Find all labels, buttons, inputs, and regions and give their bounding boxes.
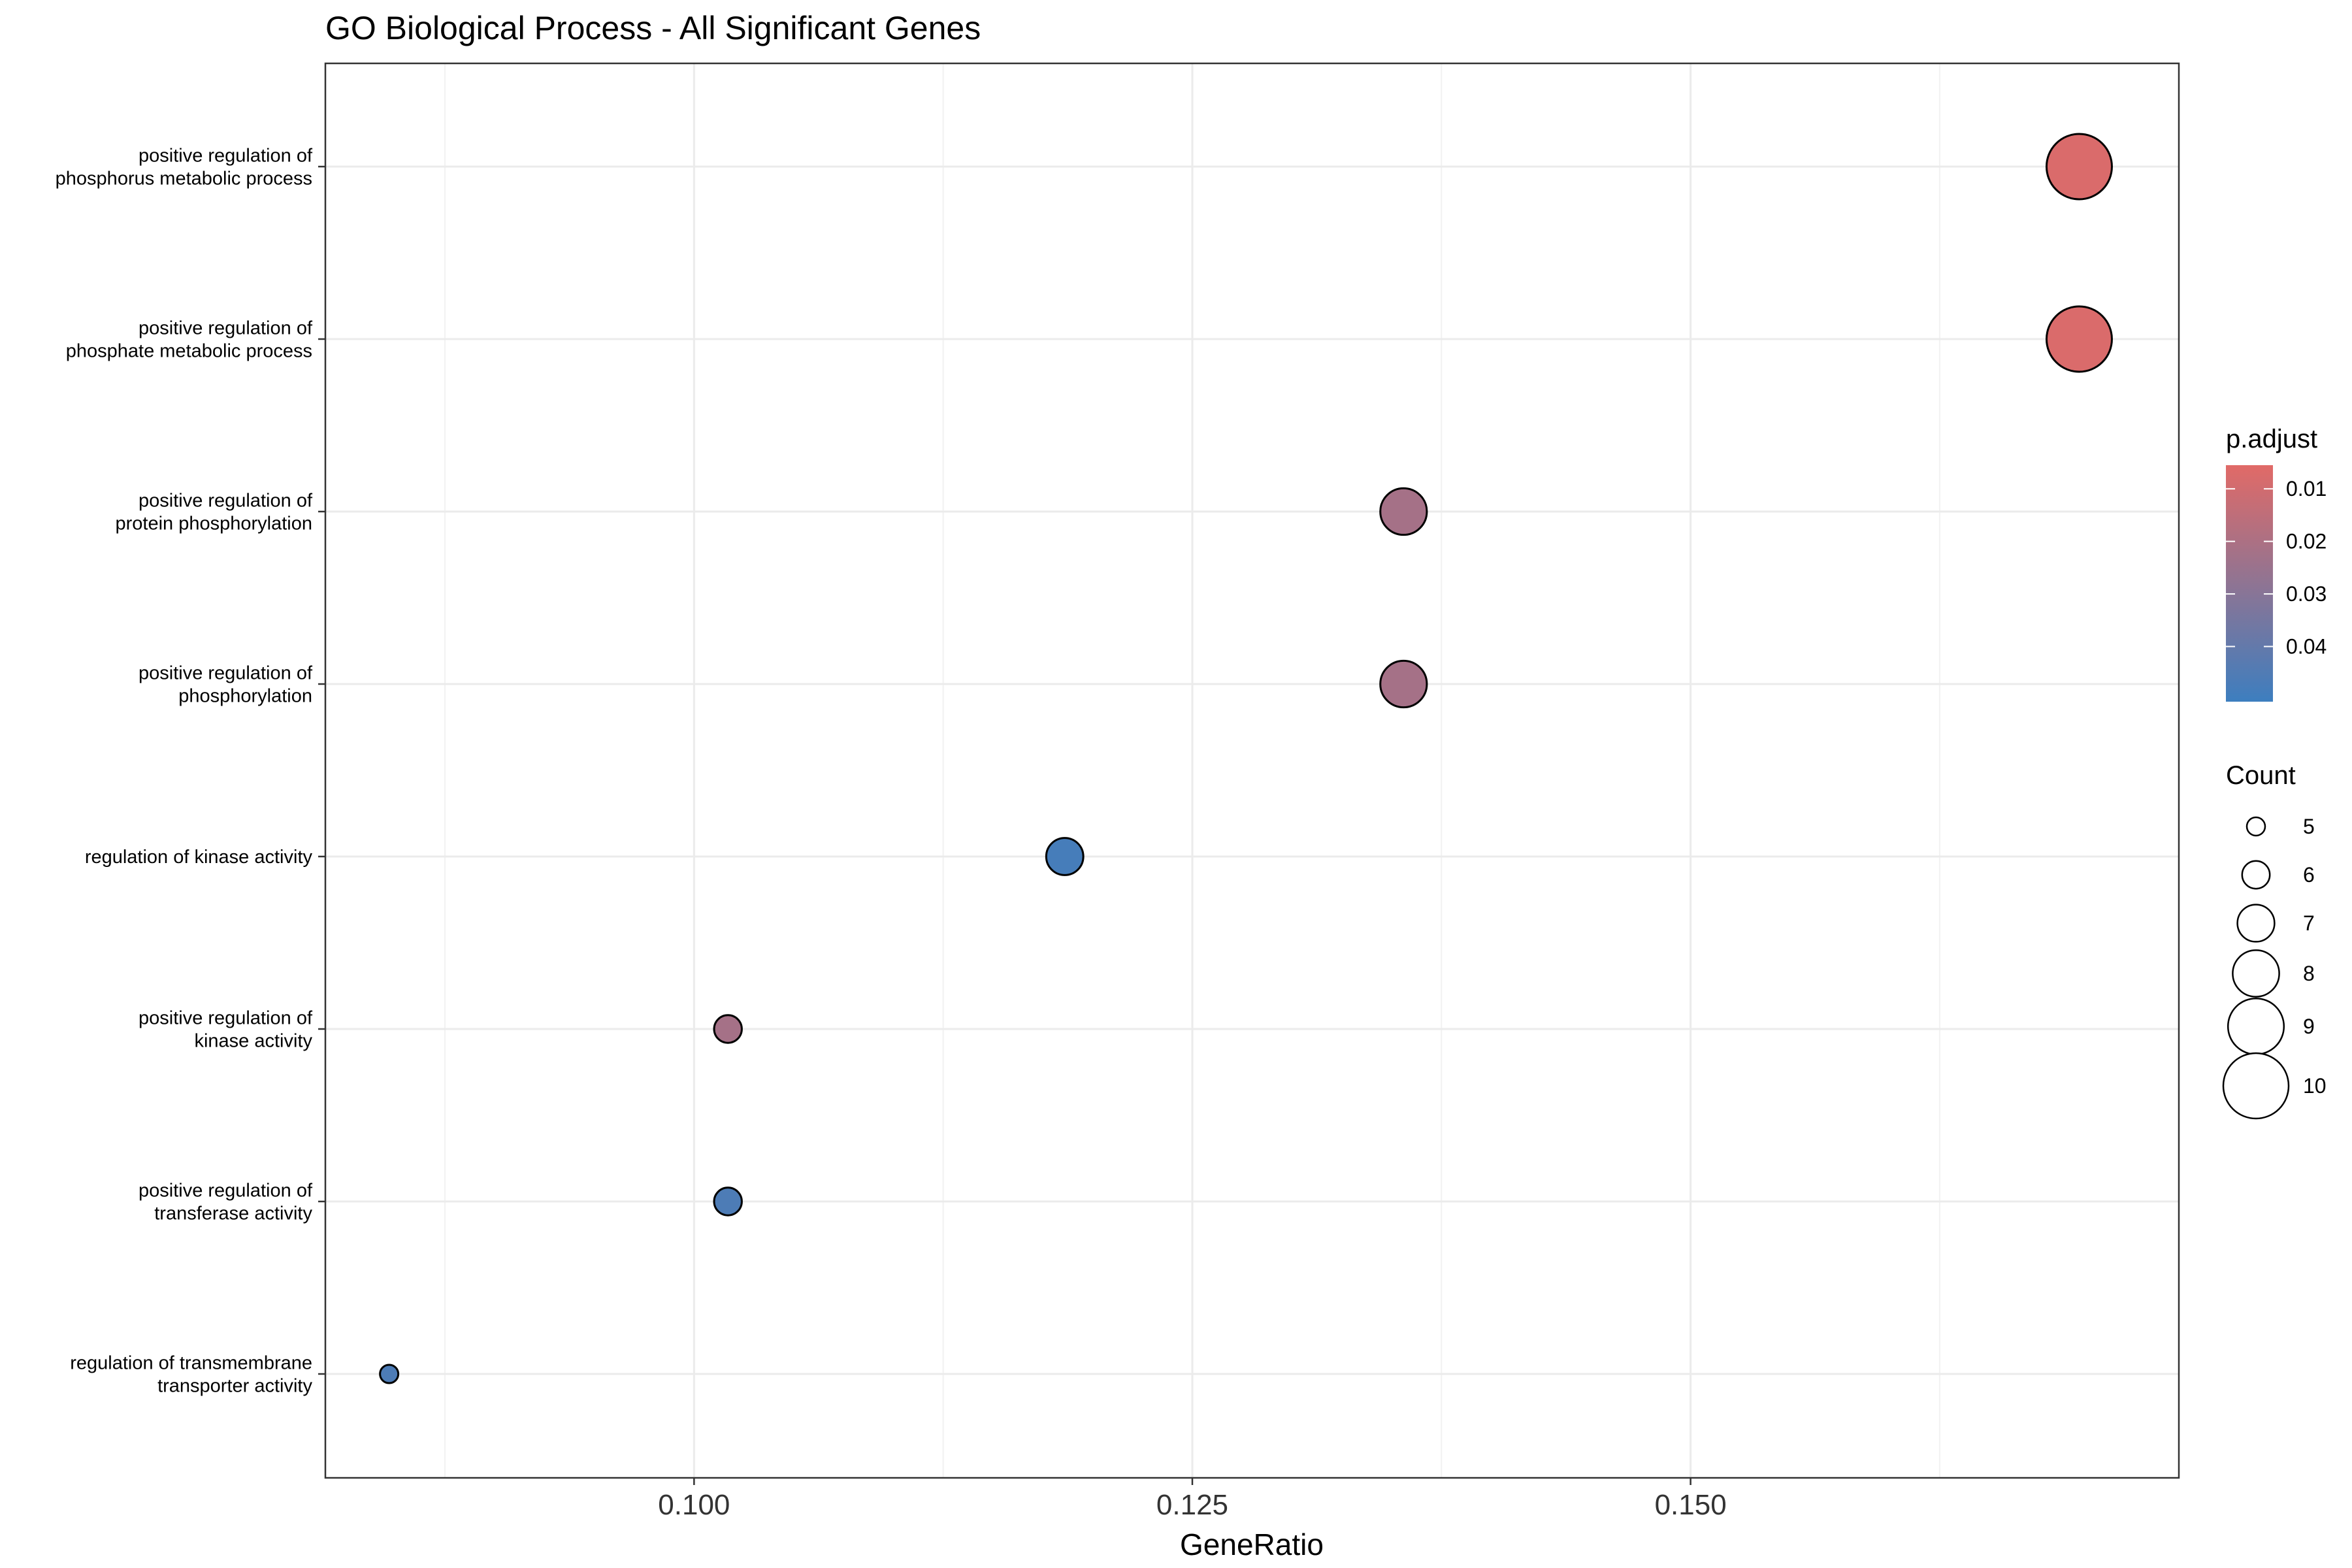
plot-background xyxy=(325,63,2179,1478)
data-point xyxy=(2045,305,2113,373)
size-legend-label: 8 xyxy=(2303,962,2315,985)
size-legend-label: 9 xyxy=(2303,1015,2315,1038)
y-category-label: phosphorylation xyxy=(178,686,312,707)
y-category-label: phosphate metabolic process xyxy=(66,341,312,362)
size-legend-label: 7 xyxy=(2303,911,2315,935)
y-category-label: positive regulation of xyxy=(139,1181,313,1201)
color-legend-tick-label: 0.04 xyxy=(2286,635,2327,659)
color-legend-ticks: 0.01 0.02 0.03 0.04 xyxy=(2226,477,2327,659)
grid-lines xyxy=(325,63,2179,1478)
y-category-label: kinase activity xyxy=(194,1031,312,1052)
data-point xyxy=(1379,487,1428,536)
size-legend-symbol xyxy=(2246,816,2266,837)
data-point xyxy=(2045,133,2113,201)
size-legend-symbol xyxy=(2241,860,2271,890)
data-point xyxy=(713,1186,743,1217)
size-legend-label: 6 xyxy=(2303,863,2315,887)
data-point xyxy=(1379,659,1428,709)
x-tick-label: 0.100 xyxy=(658,1489,730,1521)
color-legend-tick-label: 0.03 xyxy=(2286,582,2327,606)
color-legend: p.adjust 0.01 0.02 0.03 0.04 xyxy=(2226,425,2327,702)
y-category-label: regulation of transmembrane xyxy=(70,1353,312,1374)
size-legend-items: 5 6 7 8 9 10 xyxy=(2222,815,2327,1120)
data-point xyxy=(1045,837,1085,876)
x-axis-label: GeneRatio xyxy=(1180,1527,1324,1561)
y-category-label: positive regulation of xyxy=(139,663,313,684)
y-category-label: regulation of kinase activity xyxy=(85,847,313,868)
size-legend-label: 5 xyxy=(2303,815,2315,838)
color-legend-title: p.adjust xyxy=(2226,425,2317,453)
plot-border xyxy=(324,62,2180,1479)
data-point xyxy=(379,1364,400,1384)
data-point xyxy=(713,1014,743,1044)
y-category-label: transporter activity xyxy=(157,1376,312,1397)
y-category-label: phosphorus metabolic process xyxy=(56,169,312,189)
color-legend-tick-label: 0.02 xyxy=(2286,530,2327,553)
y-category-label: positive regulation of xyxy=(139,491,313,512)
size-legend-symbol xyxy=(2236,904,2276,943)
color-legend-bar xyxy=(2226,465,2273,702)
size-legend-symbol xyxy=(2222,1052,2290,1120)
y-category-label: protein phosphorylation xyxy=(116,514,312,534)
data-points xyxy=(379,133,2113,1384)
x-tick-label: 0.150 xyxy=(1655,1489,1727,1521)
y-category-label: transferase activity xyxy=(154,1203,312,1224)
x-tick-label: 0.125 xyxy=(1156,1489,1228,1521)
size-legend-label: 10 xyxy=(2303,1074,2327,1098)
y-category-label: positive regulation of xyxy=(139,318,313,339)
x-axis-ticks: 0.100 0.125 0.150 xyxy=(658,1478,1727,1521)
chart-title: GO Biological Process - All Significant … xyxy=(325,10,981,46)
size-legend-symbol xyxy=(2232,949,2280,998)
color-legend-tick-label: 0.01 xyxy=(2286,477,2327,500)
size-legend-symbol xyxy=(2227,997,2285,1056)
size-legend: Count 5 6 7 8 9 10 xyxy=(2222,761,2327,1120)
y-category-label: positive regulation of xyxy=(139,1008,313,1029)
size-legend-title: Count xyxy=(2226,761,2296,790)
y-category-label: positive regulation of xyxy=(139,146,313,167)
